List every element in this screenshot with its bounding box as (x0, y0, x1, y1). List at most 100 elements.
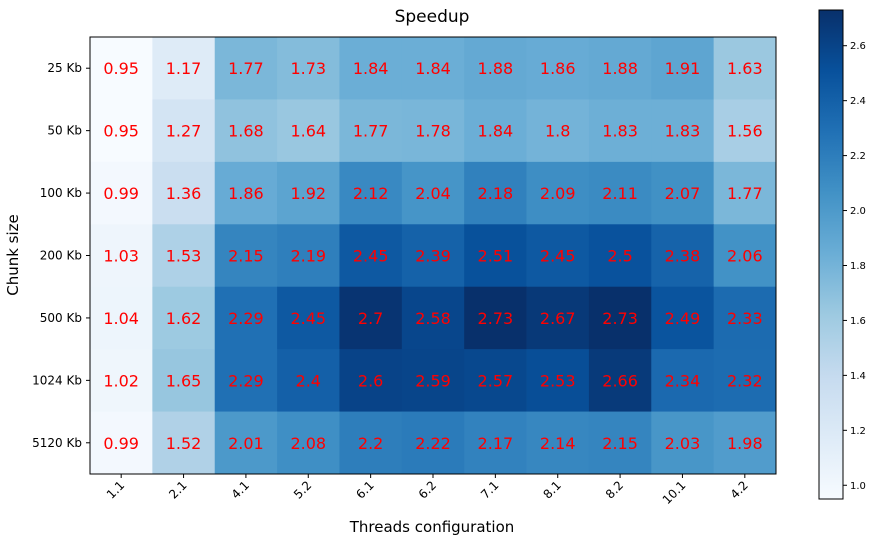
heatmap-cell-label: 2.5 (607, 247, 632, 266)
x-tick-label: 4.1 (229, 478, 252, 501)
heatmap-cell (713, 349, 777, 412)
heatmap-cell-label: 2.08 (290, 434, 326, 453)
heatmap-cell-label: 0.95 (103, 59, 139, 78)
heatmap-cell-label: 2.09 (540, 184, 576, 203)
heatmap-cell (651, 349, 715, 412)
heatmap-cell-label: 2.34 (665, 371, 701, 390)
heatmap-cell (401, 411, 465, 475)
heatmap-cell (588, 349, 652, 412)
heatmap-cell-label: 0.99 (103, 184, 139, 203)
x-tick-label: 2.1 (166, 478, 189, 501)
colorbar-tick-label: 1.0 (850, 481, 866, 492)
heatmap-cell-label: 1.52 (166, 434, 202, 453)
heatmap-cell (214, 37, 278, 100)
heatmap-cell (401, 286, 465, 350)
heatmap-cell (526, 224, 590, 288)
heatmap-cell (651, 411, 715, 475)
heatmap-cell-label: 2.6 (358, 371, 383, 390)
heatmap-cell (401, 161, 465, 225)
heatmap-cell-label: 0.99 (103, 434, 139, 453)
heatmap-cell-label: 2.51 (478, 247, 514, 266)
y-tick-label: 5120 Kb (32, 436, 82, 450)
heatmap-cell-label: 1.84 (415, 59, 451, 78)
heatmap-cell (277, 161, 340, 225)
heatmap-cell-label: 2.03 (665, 434, 701, 453)
colorbar-gradient (819, 10, 843, 499)
heatmap-cell-label: 1.27 (166, 122, 202, 141)
colorbar-tick-label: 1.6 (850, 316, 866, 327)
heatmap-cell-label: 2.38 (665, 247, 701, 266)
heatmap-cell (277, 37, 340, 100)
heatmap-cell-label: 2.53 (540, 371, 576, 390)
colorbar-tick-label: 1.2 (850, 426, 866, 437)
x-tick-label: 1.1 (104, 478, 127, 501)
heatmap-cell-label: 1.78 (415, 122, 451, 141)
heatmap-cell-label: 2.11 (602, 184, 638, 203)
y-tick-label: 50 Kb (47, 124, 82, 138)
heatmap-cell (588, 224, 652, 288)
x-axis-label: Threads configuration (349, 518, 515, 536)
heatmap-cells (90, 37, 777, 475)
heatmap-cell (214, 224, 278, 288)
x-tick-label: 5.2 (291, 478, 314, 501)
y-axis-ticks: 25 Kb 50 Kb 100 Kb 200 Kb 500 Kb 1024 Kb 5120 … (32, 61, 90, 450)
heatmap-cell (90, 411, 153, 475)
heatmap-cell-label: 2.06 (727, 247, 763, 266)
colorbar-tick-label: 2.6 (850, 41, 866, 52)
y-tick-label: 100 Kb (40, 186, 82, 200)
colorbar-tick-label: 1.4 (850, 371, 866, 382)
heatmap-cell (401, 224, 465, 288)
heatmap-cell (214, 286, 278, 350)
heatmap-cell (277, 349, 340, 412)
heatmap-cell-label: 2.67 (540, 309, 576, 328)
heatmap-cell (713, 37, 777, 100)
heatmap-cell (464, 224, 527, 288)
colorbar-tick-label: 2.2 (850, 151, 866, 162)
heatmap-cell (526, 99, 590, 163)
heatmap-cell-label: 2.15 (602, 434, 638, 453)
heatmap-cell (214, 161, 278, 225)
colorbar-tick-label: 2.4 (850, 96, 866, 107)
heatmap-cell-label: 2.18 (478, 184, 514, 203)
heatmap-cell-label: 1.63 (727, 59, 763, 78)
heatmap-cell-label: 2.59 (415, 371, 451, 390)
x-tick-label: 6.2 (416, 478, 439, 501)
heatmap-cell (90, 161, 153, 225)
heatmap-cell-label: 1.02 (103, 371, 139, 390)
heatmap-cell-label: 2.73 (478, 309, 514, 328)
heatmap-cell-label: 1.77 (228, 59, 264, 78)
x-tick-label: 6.1 (353, 478, 376, 501)
y-axis-label: Chunk size (4, 214, 22, 296)
heatmap-cell-label: 2.29 (228, 371, 264, 390)
heatmap-cell-label: 1.73 (290, 59, 326, 78)
heatmap-cell (277, 224, 340, 288)
heatmap-cell-label: 1.68 (228, 122, 264, 141)
heatmap-cell (401, 349, 465, 412)
heatmap-cell (90, 37, 153, 100)
heatmap-cell-label: 2.45 (290, 309, 326, 328)
heatmap-cell (651, 224, 715, 288)
heatmap-cell (464, 37, 527, 100)
heatmap-cell (464, 349, 527, 412)
colorbar-ticks: 1.0 1.2 1.4 1.6 1.8 2.0 2.2 2.4 2.6 (843, 41, 866, 492)
heatmap-cell-label: 2.49 (665, 309, 701, 328)
heatmap-cell (464, 411, 527, 475)
heatmap-cell-label: 1.86 (228, 184, 264, 203)
heatmap-cell-label: 2.66 (602, 371, 638, 390)
heatmap-cell (339, 99, 403, 163)
heatmap-cell-label: 1.56 (727, 122, 763, 141)
heatmap-cell-label: 0.95 (103, 122, 139, 141)
heatmap-cell (90, 349, 153, 412)
heatmap-cell-label: 2.07 (665, 184, 701, 203)
colorbar-frame (818, 9, 844, 500)
heatmap-cell-label: 1.88 (478, 59, 514, 78)
x-tick-label: 8.2 (603, 478, 626, 501)
heatmap-cell (90, 224, 153, 288)
heatmap-cell (464, 161, 527, 225)
heatmap-cell-label: 1.77 (353, 122, 389, 141)
heatmap-cell (464, 286, 527, 350)
heatmap-cell-label: 1.53 (166, 247, 202, 266)
heatmap-cell (713, 286, 777, 350)
heatmap-cell-label: 1.83 (665, 122, 701, 141)
